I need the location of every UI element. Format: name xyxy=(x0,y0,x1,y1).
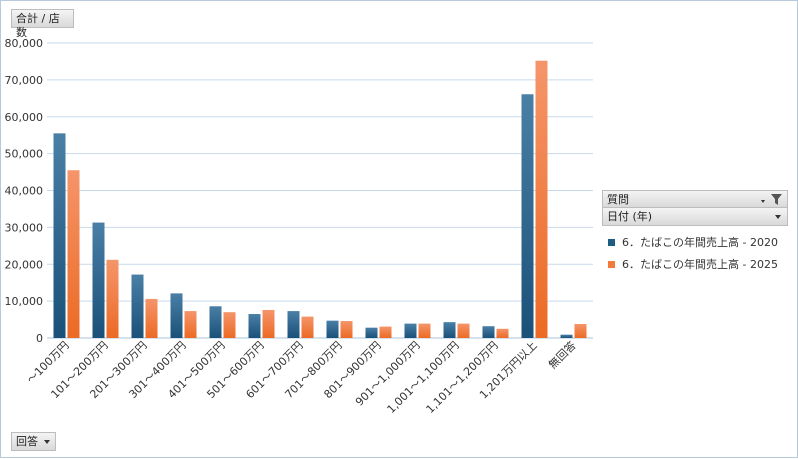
bar-2025 xyxy=(301,316,314,338)
legend-swatch-2020 xyxy=(608,239,615,246)
filter-field-label: 質問 xyxy=(607,193,629,206)
bar-2020 xyxy=(53,133,66,338)
y-tick-label: 30,000 xyxy=(5,221,44,234)
legend-item-2025: 6．たばこの年間売上高 - 2025 xyxy=(602,254,788,276)
row-field-label: 回答 xyxy=(16,435,38,448)
bar-2025 xyxy=(457,323,470,338)
chevron-down-icon xyxy=(761,200,765,203)
bar-2025 xyxy=(496,328,509,338)
y-tick-label: 50,000 xyxy=(5,148,44,161)
value-field-label: 合計 / 店数 xyxy=(16,12,60,39)
bar-2025 xyxy=(379,326,392,338)
bar-2025 xyxy=(67,170,80,338)
bar-2025 xyxy=(340,321,353,338)
y-tick-label: 0 xyxy=(36,332,43,345)
y-tick-label: 70,000 xyxy=(5,74,44,87)
bar-2025 xyxy=(418,323,431,338)
bar-2025 xyxy=(223,312,236,338)
bar-2025 xyxy=(145,298,158,338)
x-axis-ticks: ～100万円101～200万円201～300万円301～400万円401～500… xyxy=(24,338,578,416)
legend-swatch-2025 xyxy=(608,261,615,268)
y-tick-label: 80,000 xyxy=(5,37,44,50)
bar-2020 xyxy=(560,334,573,338)
bar-2020 xyxy=(287,311,300,338)
legend-label-2025: 6．たばこの年間売上高 - 2025 xyxy=(622,258,778,271)
bar-2025 xyxy=(106,259,119,338)
bar-2020 xyxy=(209,306,222,338)
bar-2020 xyxy=(404,323,417,338)
value-field-button[interactable]: 合計 / 店数 xyxy=(11,9,74,39)
y-axis-ticks: 0 10,000 20,000 30,000 40,000 50,000 60,000 70,… xyxy=(5,37,44,345)
bar-2025 xyxy=(574,323,587,338)
filter-field-button[interactable]: 質問 xyxy=(602,190,788,208)
bar-2020 xyxy=(365,327,378,338)
bar-2020 xyxy=(443,322,456,338)
chevron-down-icon xyxy=(44,440,50,444)
bar-2025 xyxy=(184,311,197,338)
x-tick-label: 無回答 xyxy=(545,338,578,371)
legend-item-2020: 6．たばこの年間売上高 - 2020 xyxy=(602,232,788,254)
bar-2020 xyxy=(482,326,495,338)
bar-2020 xyxy=(521,94,534,338)
gridlines xyxy=(47,42,593,339)
bar-2025 xyxy=(535,60,548,338)
y-tick-label: 40,000 xyxy=(5,185,44,198)
bar-2020 xyxy=(326,320,339,338)
bar-2025 xyxy=(262,309,275,338)
column-field-button[interactable]: 日付 (年) xyxy=(602,208,788,226)
legend: 質問 日付 (年) 6．たばこの年間売上高 - 2020 6．たばこの年間売上高… xyxy=(602,190,788,276)
bar-2020 xyxy=(131,274,144,338)
x-tick-label: 1,101～1,200万円 xyxy=(424,339,501,416)
bar-2020 xyxy=(248,314,261,338)
bars xyxy=(53,60,587,338)
chevron-down-icon xyxy=(775,215,781,219)
y-tick-label: 60,000 xyxy=(5,111,44,124)
y-tick-label: 10,000 xyxy=(5,295,44,308)
filter-icon[interactable] xyxy=(771,194,782,205)
column-field-label: 日付 (年) xyxy=(607,210,653,223)
y-tick-label: 20,000 xyxy=(5,258,44,271)
bar-2020 xyxy=(170,293,183,338)
row-field-button[interactable]: 回答 xyxy=(11,432,56,451)
bar-2020 xyxy=(92,222,105,338)
legend-label-2020: 6．たばこの年間売上高 - 2020 xyxy=(622,236,778,249)
x-tick-label: 1,001～1,100万円 xyxy=(385,339,462,416)
